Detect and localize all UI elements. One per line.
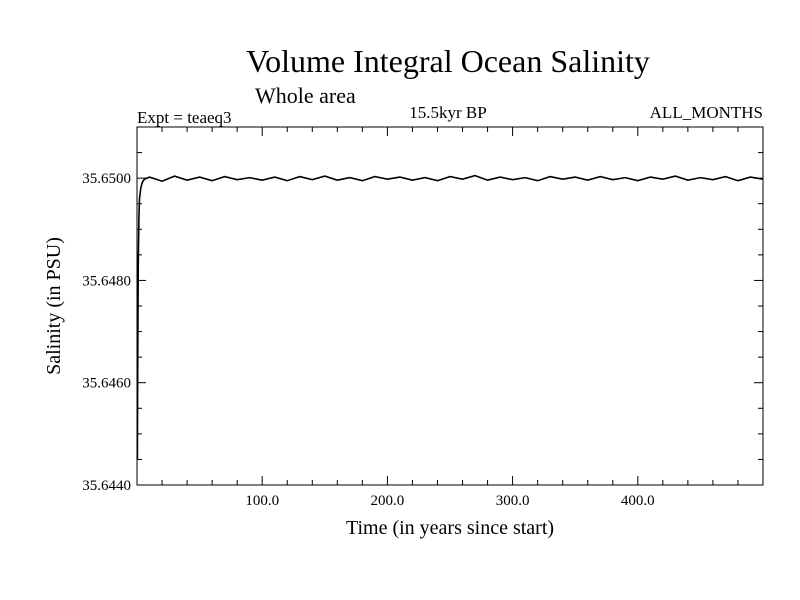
y-tick-label: 35.6440 [82,478,131,494]
chart-title: Volume Integral Ocean Salinity [246,43,650,79]
y-axis-tick-labels: 35.6440 35.6460 35.6480 35.6500 [82,171,131,494]
months-label: ALL_MONTHS [650,103,763,122]
x-tick-label: 200.0 [371,493,405,509]
salinity-series-line [136,174,764,460]
x-axis-ticks [161,127,739,485]
x-axis-tick-labels: 100.0 200.0 300.0 400.0 [245,493,654,509]
y-tick-label: 35.6460 [82,376,131,392]
x-tick-label: 100.0 [245,493,279,509]
y-axis-ticks [137,152,763,460]
y-tick-label: 35.6500 [82,171,131,187]
y-tick-label: 35.6480 [82,273,131,289]
plot-frame [136,126,764,486]
x-tick-label: 400.0 [621,493,655,509]
x-axis-label: Time (in years since start) [346,517,554,539]
x-tick-label: 300.0 [496,493,530,509]
chart-subtitle: Whole area [255,83,356,108]
y-axis-label: Salinity (in PSU) [43,237,65,375]
period-label: 15.5kyr BP [409,103,486,122]
experiment-label: Expt = teaeq3 [137,108,232,127]
